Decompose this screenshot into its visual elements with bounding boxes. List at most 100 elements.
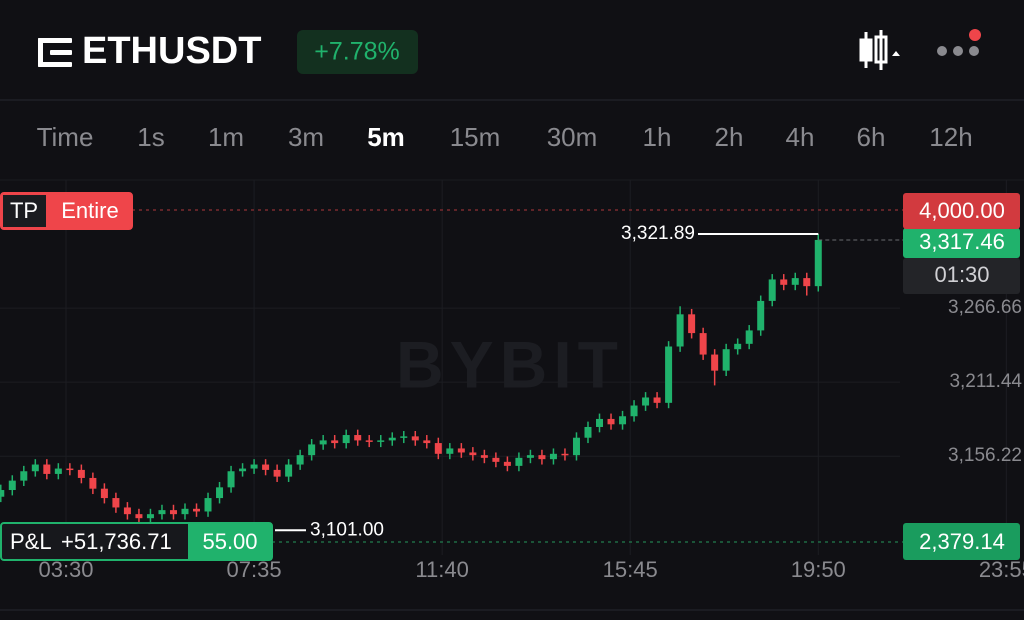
candle-body [308, 444, 316, 456]
candle-body [630, 405, 638, 417]
low-marker-label: 3,101.00 [310, 519, 384, 540]
tp-price-tag [903, 193, 1020, 229]
qty: 55.00 [202, 529, 257, 554]
candle-body [457, 448, 465, 453]
candle-body [8, 480, 16, 491]
watermark: BYBIT [396, 327, 624, 401]
tp-tag: TP [10, 198, 38, 223]
entry-price-tag [903, 523, 1020, 560]
candle-body [400, 436, 408, 438]
timeframe[interactable]: 6h [857, 122, 886, 152]
candle-body [250, 464, 258, 469]
candle-body [100, 488, 108, 499]
candle-body [676, 314, 684, 347]
timeframe[interactable]: 1h [643, 122, 672, 152]
countdown-tag [903, 258, 1020, 294]
candle-body [607, 418, 615, 425]
candle-body [77, 469, 85, 478]
timeframe[interactable]: Time [37, 122, 94, 152]
candle-body [89, 477, 97, 489]
chart-type-icon[interactable] [859, 30, 900, 70]
timeframe[interactable]: 15m [450, 122, 501, 152]
candle-body [699, 333, 707, 355]
candle-body [549, 453, 557, 460]
pnl: +51,736.71 [61, 529, 172, 554]
candle-body [584, 426, 592, 438]
timeframe[interactable]: 1m [208, 122, 244, 152]
candle-body [538, 455, 546, 460]
candle-body [803, 278, 811, 287]
y-tick-label: 3,156.22 [948, 445, 1022, 466]
candle-body [791, 278, 799, 285]
candle-body [146, 514, 154, 519]
x-tick-label: 23:55 [979, 557, 1024, 582]
candle-body [66, 468, 74, 471]
timeframe-row: Time 1s 1m 3m 5m 15m 30m 1h 2h 4h 6h 12h [37, 122, 973, 152]
candle-body [193, 508, 201, 512]
pnl-label: P&L [10, 529, 52, 554]
candle-body [734, 343, 742, 350]
timeframe[interactable]: 1s [137, 122, 164, 152]
entry-price: 2,379.14 [919, 529, 1005, 554]
candle-body [711, 354, 719, 371]
candle-body [54, 468, 62, 474]
timeframe[interactable]: 4h [786, 122, 815, 152]
candle-body [227, 471, 235, 488]
candle-body [653, 397, 661, 403]
candle-body [411, 436, 419, 441]
candle-body [262, 464, 270, 470]
timeframe[interactable]: 3m [288, 122, 324, 152]
menu-icon[interactable] [38, 38, 72, 67]
countdown: 01:30 [934, 262, 989, 287]
change-badge [297, 30, 418, 74]
candle-body [619, 416, 627, 425]
candle-body [388, 437, 396, 441]
timeframe[interactable]: 12h [929, 122, 972, 152]
candle-body [354, 435, 362, 441]
candle-body [814, 239, 822, 287]
candle-body [688, 314, 696, 334]
x-tick-label: 15:45 [603, 557, 658, 582]
candle-body [331, 440, 339, 444]
candle-body [722, 349, 730, 371]
candle-body [285, 464, 293, 477]
candle-body [768, 279, 776, 301]
symbol[interactable]: ETHUSDT [82, 30, 261, 72]
y-tick-label: 3,211.44 [949, 371, 1022, 392]
candle-body [446, 448, 454, 454]
candle-body [319, 440, 327, 445]
x-tick-label: 11:40 [415, 557, 468, 582]
high-marker-label: 3,321.89 [621, 223, 695, 244]
candle-body [377, 440, 385, 442]
timeframe[interactable]: 2h [715, 122, 744, 152]
candle-body [169, 510, 177, 515]
candle-body [135, 514, 143, 519]
candle-body [469, 452, 477, 456]
more-icon[interactable] [937, 29, 981, 56]
candle-body [526, 455, 534, 458]
candle-body [561, 453, 569, 456]
candle-body [158, 510, 166, 515]
x-tick-label: 19:50 [791, 557, 846, 582]
candle-body [572, 437, 580, 456]
candle-body [492, 457, 500, 462]
timeframe[interactable]: 30m [547, 122, 598, 152]
candle-body [503, 461, 511, 466]
candle-body [31, 464, 39, 472]
tp-scope: Entire [61, 198, 118, 223]
candle-body [423, 440, 431, 444]
candle-body [780, 279, 788, 285]
change: +7.78% [314, 38, 400, 66]
candle-body [0, 490, 5, 497]
candle-body [434, 443, 442, 454]
candle-body [181, 508, 189, 515]
last-price-tag [903, 228, 1020, 258]
candle-body [642, 397, 650, 406]
y-tick-label: 3,266.66 [948, 297, 1022, 318]
candle-body [239, 468, 247, 472]
tp-tag-bg [3, 195, 46, 227]
timeframe[interactable]: 5m [367, 122, 405, 152]
